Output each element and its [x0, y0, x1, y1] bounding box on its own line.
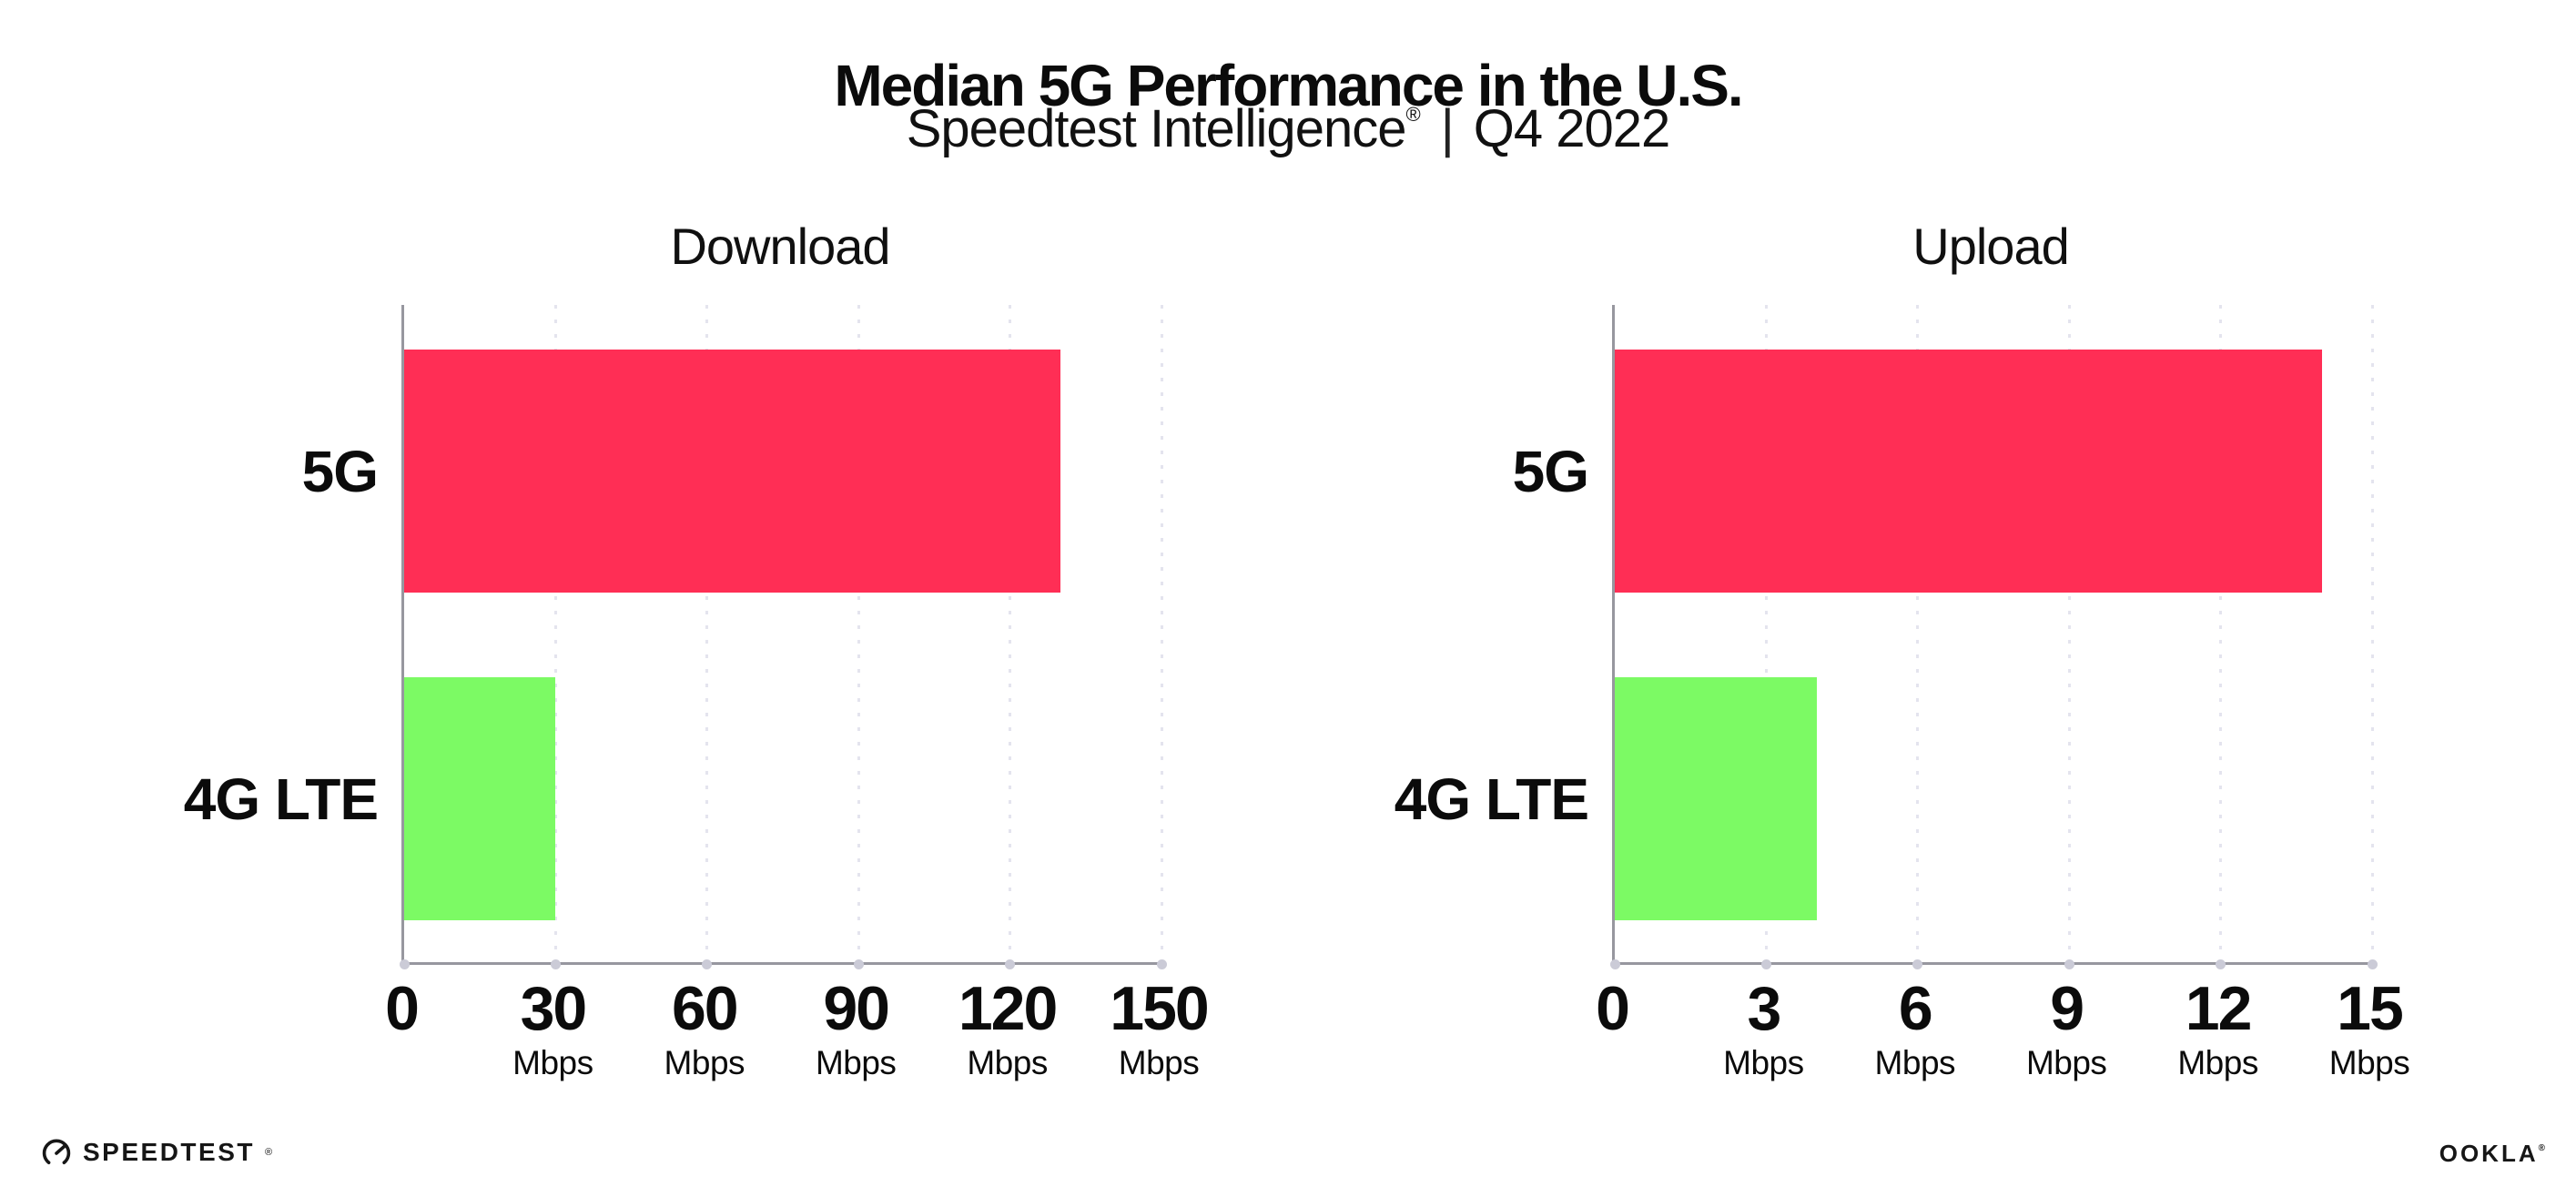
x-tick-60: 60 Mbps [664, 978, 745, 1083]
gridline-90 [857, 305, 860, 962]
speedtest-logo-text: SPEEDTEST [83, 1138, 255, 1166]
gridline-60 [705, 305, 709, 962]
ookla-logo: OOKLA® [2439, 1140, 2545, 1168]
ookla-logo-text: OOKLA [2439, 1140, 2539, 1167]
speedtest-registered-mark: ® [264, 1147, 273, 1158]
x-tick-unit-6: Mbps [1874, 1044, 1956, 1081]
x-tick-12: 12 Mbps [2177, 974, 2258, 1083]
axis-tick-dot-150 [1156, 959, 1167, 969]
x-tick-15: 15 Mbps [2328, 974, 2410, 1083]
subtitle-period: Q4 2022 [1473, 99, 1671, 158]
x-tick-0: 0 [385, 974, 420, 1083]
axis-tick-dot-9 [2064, 959, 2074, 969]
gridline-15 [2370, 305, 2374, 962]
x-tick-unit-9: Mbps [2025, 1044, 2107, 1081]
x-tick-value-15: 15 [2337, 974, 2404, 1043]
x-tick-value-3: 3 [1747, 974, 1781, 1043]
bar-4g-lte-upload [1615, 677, 1817, 921]
upload-chart-title: Upload [1912, 218, 2069, 275]
x-tick-30: 30 Mbps [512, 978, 593, 1083]
x-tick-unit-0 [385, 1045, 418, 1083]
x-tick-unit-60: Mbps [664, 1044, 745, 1081]
category-label-4g-lte: 4G LTE [183, 766, 379, 832]
x-tick-value-90: 90 [823, 974, 890, 1043]
axis-tick-dot-0 [399, 959, 410, 969]
upload-plot-area [1609, 305, 2378, 969]
x-tick-value-0: 0 [1596, 974, 1630, 1043]
bar-4g-lte-download [404, 677, 556, 921]
upload-x-axis-labels: 0 3 Mbps 6 Mbps 9 Mbps 12 Mbps 15 Mbps [1596, 974, 2410, 1132]
x-tick-unit-30: Mbps [512, 1044, 593, 1081]
axis-tick-dot-90 [853, 959, 864, 969]
page-title: Median 5G Performance in the U.S. [834, 52, 1743, 118]
bar-5g-download [404, 350, 1061, 593]
x-tick-value-60: 60 [671, 974, 739, 1043]
x-tick-value-6: 6 [1898, 974, 1933, 1043]
ookla-registered-mark: ® [2538, 1143, 2545, 1153]
x-tick-unit-120: Mbps [967, 1044, 1048, 1081]
axis-tick-dot-12 [2216, 959, 2226, 969]
x-tick-9: 9 Mbps [2025, 974, 2107, 1083]
x-tick-unit-15: Mbps [2328, 1044, 2410, 1081]
download-y-axis-labels: 5G 4G LTE [50, 305, 379, 962]
download-x-axis-labels: 0 30 Mbps 60 Mbps 90 Mbps 120 Mbps 150 Mbps [385, 974, 1210, 1132]
x-tick-90: 90 Mbps [815, 974, 897, 1083]
x-tick-value-30: 30 [520, 974, 588, 1043]
category-label-4g-lte: 4G LTE [1394, 766, 1589, 832]
x-tick-value-12: 12 [2185, 974, 2253, 1043]
gridline-12 [2219, 305, 2223, 962]
x-tick-unit-3: Mbps [1723, 1044, 1804, 1081]
axis-tick-dot-6 [1912, 959, 1923, 969]
category-label-5g: 5G [1512, 438, 1589, 504]
gridline-6 [1916, 305, 1920, 962]
axis-tick-dot-3 [1760, 959, 1771, 969]
x-tick-unit-0 [1596, 1045, 1628, 1083]
subtitle-divider: | [1440, 99, 1455, 158]
x-tick-unit-90: Mbps [815, 1044, 897, 1081]
gridline-3 [1764, 305, 1768, 962]
download-chart-title: Download [670, 218, 890, 275]
x-tick-0: 0 [1596, 974, 1630, 1083]
axis-tick-dot-60 [702, 959, 713, 969]
x-tick-value-120: 120 [958, 974, 1058, 1043]
x-tick-value-9: 9 [2050, 974, 2084, 1043]
subtitle-product: Speedtest Intelligence [906, 99, 1407, 158]
category-label-5g: 5G [301, 438, 379, 504]
axis-tick-dot-0 [1609, 959, 1620, 969]
registered-mark: ® [1405, 103, 1421, 126]
x-tick-value-150: 150 [1110, 974, 1209, 1043]
speedtest-gauge-icon [42, 1139, 71, 1164]
page-subtitle: Speedtest Intelligence® | Q4 2022 [0, 100, 2576, 158]
upload-y-axis-labels: 5G 4G LTE [1261, 305, 1589, 962]
gridline-120 [1009, 305, 1012, 962]
bar-5g-upload [1615, 350, 2322, 593]
axis-tick-dot-30 [550, 959, 561, 969]
axis-tick-dot-120 [1005, 959, 1016, 969]
x-tick-3: 3 Mbps [1723, 974, 1804, 1083]
axis-tick-dot-15 [2367, 959, 2378, 969]
x-tick-value-0: 0 [385, 974, 420, 1043]
gridline-150 [1160, 305, 1163, 962]
speedtest-logo: SPEEDTEST ® [40, 1136, 272, 1169]
x-tick-6: 6 Mbps [1874, 974, 1956, 1083]
x-tick-unit-150: Mbps [1118, 1044, 1200, 1081]
x-tick-150: 150 Mbps [1110, 974, 1209, 1083]
x-tick-unit-12: Mbps [2177, 1044, 2258, 1081]
x-tick-120: 120 Mbps [958, 974, 1058, 1083]
gridline-9 [2067, 305, 2071, 962]
download-plot-area [399, 305, 1167, 969]
gridline-30 [553, 305, 557, 962]
